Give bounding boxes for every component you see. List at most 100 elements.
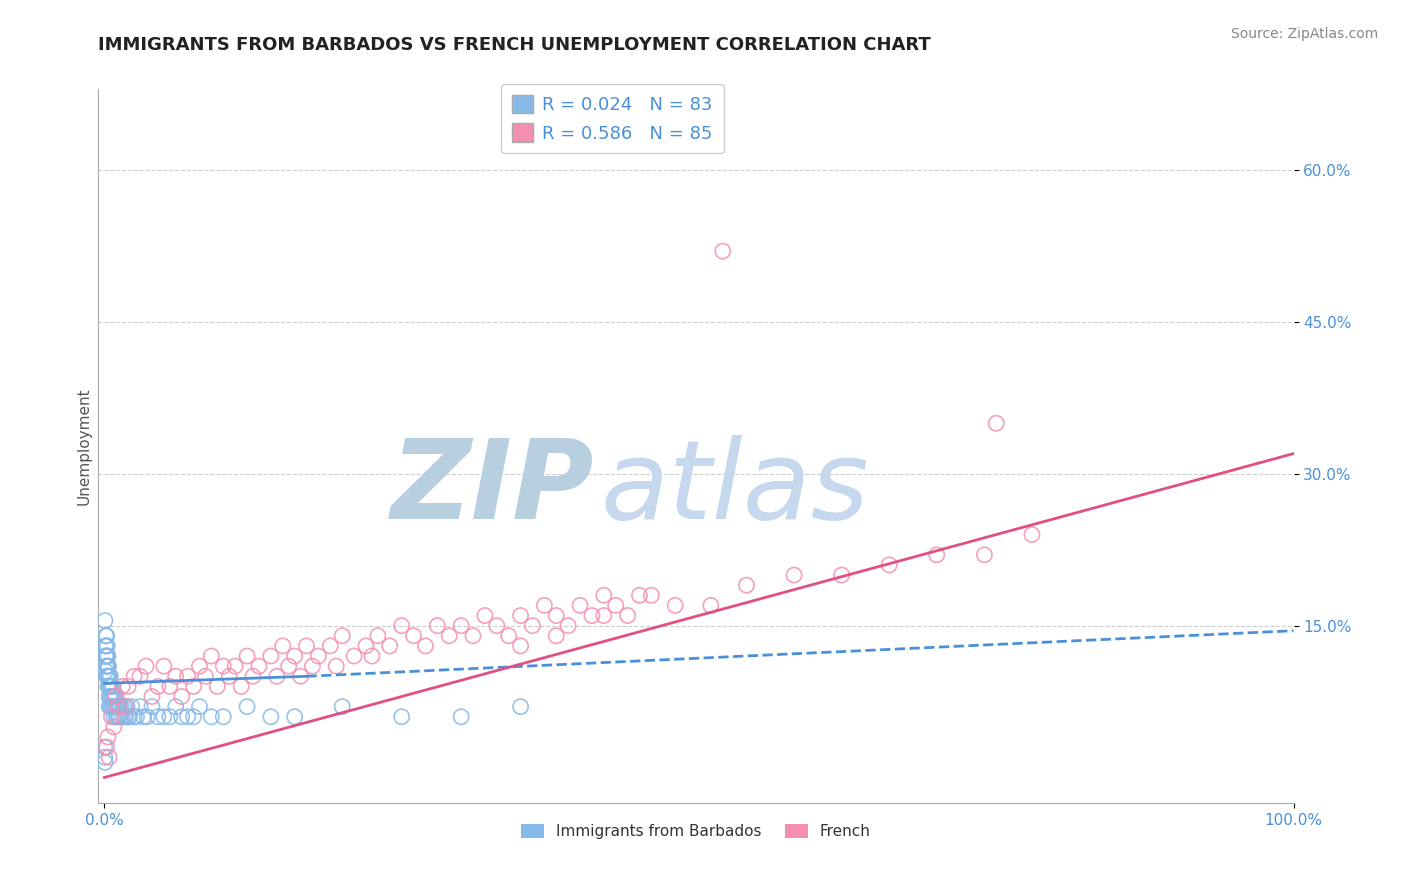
Point xyxy=(98,750,121,764)
Legend: Immigrants from Barbados, French: Immigrants from Barbados, French xyxy=(515,818,877,845)
Point xyxy=(925,548,948,562)
Point xyxy=(121,699,143,714)
Point xyxy=(330,629,353,643)
Point xyxy=(136,710,159,724)
Point xyxy=(97,730,120,744)
Point xyxy=(212,710,235,724)
Point xyxy=(183,710,205,724)
Point xyxy=(94,750,117,764)
Point xyxy=(98,699,121,714)
Point xyxy=(98,690,121,704)
Point xyxy=(212,659,235,673)
Point xyxy=(94,614,117,628)
Point xyxy=(439,629,461,643)
Point xyxy=(129,669,152,683)
Point xyxy=(98,699,121,714)
Point xyxy=(218,669,240,683)
Point xyxy=(628,588,651,602)
Point xyxy=(103,710,125,724)
Point xyxy=(664,599,686,613)
Point xyxy=(98,680,121,694)
Point xyxy=(361,648,384,663)
Point xyxy=(103,690,125,704)
Point xyxy=(97,680,120,694)
Point xyxy=(569,599,592,613)
Point xyxy=(509,699,531,714)
Point xyxy=(94,639,117,653)
Point xyxy=(96,740,118,755)
Point xyxy=(284,710,307,724)
Point xyxy=(188,659,211,673)
Point xyxy=(97,659,120,673)
Point xyxy=(94,756,117,770)
Point xyxy=(135,659,157,673)
Point xyxy=(94,659,117,673)
Point xyxy=(461,629,484,643)
Point xyxy=(114,710,136,724)
Point xyxy=(118,710,141,724)
Point xyxy=(146,710,169,724)
Point xyxy=(98,680,121,694)
Point xyxy=(94,648,117,663)
Point xyxy=(170,710,193,724)
Point xyxy=(94,629,117,643)
Point xyxy=(114,699,136,714)
Point xyxy=(200,710,222,724)
Point xyxy=(581,608,603,623)
Point xyxy=(176,669,198,683)
Point xyxy=(307,648,329,663)
Point xyxy=(122,669,145,683)
Point xyxy=(522,618,544,632)
Point xyxy=(509,608,531,623)
Point xyxy=(1021,527,1043,541)
Point xyxy=(97,659,120,673)
Point xyxy=(605,599,627,613)
Point xyxy=(295,639,318,653)
Point xyxy=(125,710,148,724)
Point xyxy=(170,690,193,704)
Point xyxy=(111,680,134,694)
Point xyxy=(236,699,259,714)
Point xyxy=(592,608,614,623)
Point xyxy=(122,710,145,724)
Point xyxy=(330,699,353,714)
Point xyxy=(546,629,568,643)
Point xyxy=(260,648,283,663)
Point xyxy=(100,680,122,694)
Point xyxy=(325,659,347,673)
Point xyxy=(391,618,413,632)
Point xyxy=(111,710,134,724)
Point xyxy=(108,710,131,724)
Point xyxy=(183,680,205,694)
Point xyxy=(450,618,472,632)
Point xyxy=(159,710,181,724)
Point xyxy=(97,648,120,663)
Point xyxy=(973,548,995,562)
Point xyxy=(229,680,252,694)
Point xyxy=(107,699,129,714)
Point xyxy=(104,699,127,714)
Point xyxy=(485,618,508,632)
Point xyxy=(188,699,211,714)
Point xyxy=(277,659,299,673)
Point xyxy=(236,648,259,663)
Point xyxy=(986,416,1008,430)
Point xyxy=(415,639,437,653)
Point xyxy=(391,710,413,724)
Point xyxy=(290,669,312,683)
Point xyxy=(107,699,129,714)
Point xyxy=(93,740,115,755)
Point xyxy=(141,690,163,704)
Point xyxy=(640,588,662,602)
Point xyxy=(616,608,638,623)
Point xyxy=(343,648,366,663)
Point xyxy=(266,669,288,683)
Point xyxy=(224,659,246,673)
Point xyxy=(104,690,127,704)
Point xyxy=(96,659,118,673)
Point xyxy=(176,710,198,724)
Point xyxy=(402,629,425,643)
Point xyxy=(100,710,122,724)
Point xyxy=(831,568,853,582)
Point xyxy=(96,648,118,663)
